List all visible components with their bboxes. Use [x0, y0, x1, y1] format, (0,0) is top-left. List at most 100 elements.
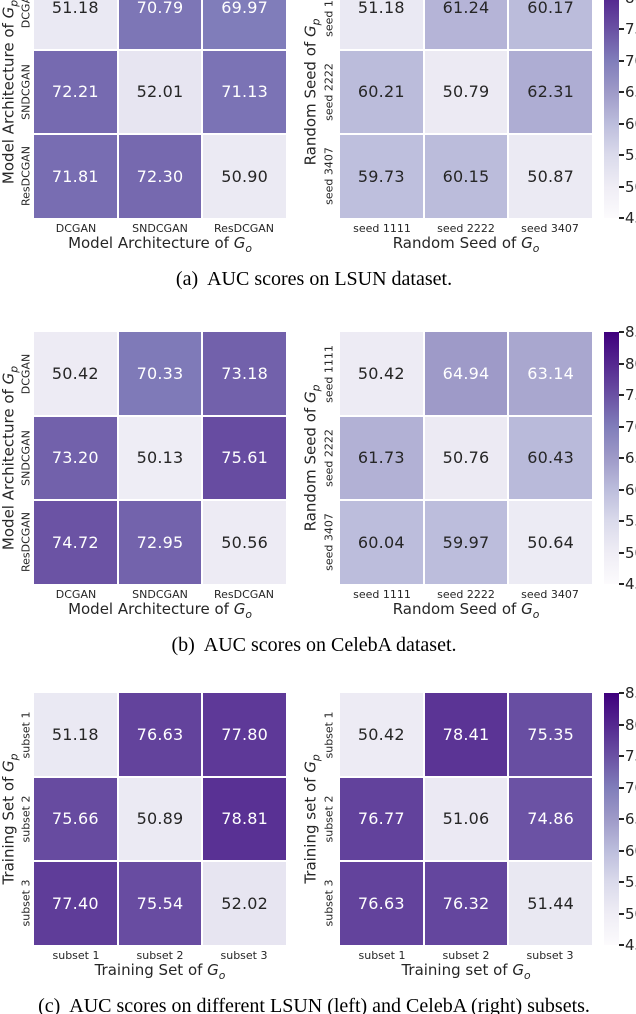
y-tick-label: seed 2222 [322, 63, 336, 121]
heatmap-cell: 78.81 [203, 777, 286, 861]
x-tick-label: SNDCGAN [132, 222, 188, 235]
y-axis-label: Random Seed of Gp [302, 19, 323, 166]
colorbar-tick-mark [619, 944, 624, 946]
colorbar-tick-mark [619, 786, 624, 789]
colorbar-tick-label: 65 [625, 449, 636, 467]
colorbar-tick-label: 45 [625, 936, 636, 954]
section-caption-c: (c) AUC scores on different LSUN (left) a… [0, 995, 628, 1014]
math-var-G: G [521, 600, 533, 618]
colorbar-tick-label: 45 [625, 575, 636, 593]
heatmap-cell: 51.44 [509, 862, 592, 945]
x-tick-label: subset 2 [442, 949, 490, 962]
heatmap-cell: 51.18 [34, 0, 117, 49]
colorbar-tick-label: 80 [625, 715, 636, 734]
heatmap-cell: 74.86 [509, 777, 592, 861]
heatmap-cell: 51.06 [424, 777, 508, 861]
math-subscript: o [245, 608, 252, 621]
caption-label: (a) [175, 268, 199, 290]
x-tick-label: subset 1 [52, 949, 100, 962]
colorbar-tick-label: 80 [625, 0, 636, 7]
caption-text: AUC scores on different LSUN (left) and … [69, 995, 590, 1014]
heatmap-cell: 52.01 [118, 50, 202, 134]
heatmap-cell: 76.77 [340, 777, 423, 861]
y-axis-label-text: Random Seed of [301, 403, 320, 532]
colorbar-tick-mark [619, 723, 624, 726]
math-var-G: G [521, 234, 533, 252]
y-tick-label: subset 1 [19, 711, 33, 759]
heatmap-cell: 74.72 [34, 501, 117, 584]
colorbar-tick-mark [619, 362, 624, 365]
heatmap-a-right: 51.18 61.24 60.17 60.21 50.79 62.31 59.73 60.15… [340, 0, 592, 218]
math-subscript: o [523, 969, 531, 982]
x-tick-label: seed 3407 [521, 588, 579, 601]
heatmap-cell: 50.56 [203, 501, 286, 584]
heatmap-cell: 50.42 [340, 693, 423, 776]
math-subscript: p [7, 0, 21, 7]
heatmap-cell: 51.18 [340, 0, 423, 49]
y-tick-label: subset 3 [322, 879, 336, 927]
colorbar-tick-label: 65 [625, 810, 636, 828]
caption-label: (c) [38, 995, 61, 1014]
y-axis-label-text: Training Set of [0, 771, 18, 885]
colorbar-tick-mark [619, 755, 624, 757]
heatmap-b-left: 50.42 70.33 73.18 73.20 50.13 75.61 74.72 72.95… [34, 332, 286, 584]
colorbar-tick-label: 70 [625, 778, 636, 797]
section-caption-a: (a) AUC scores on LSUN dataset. [0, 268, 628, 291]
heatmap-cell: 71.13 [203, 50, 286, 134]
colorbar-tick-mark [619, 331, 624, 333]
colorbar-tick-mark [619, 59, 624, 62]
y-tick-label: DCGAN [19, 0, 33, 29]
colorbar-tick-label: 55 [625, 873, 636, 891]
y-tick-label: ResDCGAN [19, 145, 33, 207]
colorbar-tick-label: 70 [625, 51, 636, 70]
x-tick-label: subset 3 [220, 949, 268, 962]
colorbar-tick-mark [619, 154, 624, 156]
x-axis-label: Training Set of Go [95, 961, 226, 982]
math-subscript: o [245, 242, 252, 255]
heatmap-cell: 70.79 [118, 0, 202, 49]
caption-label: (b) [171, 634, 195, 656]
heatmap-cell: 72.21 [34, 50, 117, 134]
y-axis-label-text: Model Architecture of [0, 384, 18, 551]
math-var-G: G [207, 961, 219, 979]
x-tick-label: seed 2222 [437, 222, 495, 235]
math-subscript: p [7, 753, 21, 761]
y-axis-label-text: Training set of [301, 772, 320, 884]
colorbar [604, 0, 619, 218]
y-axis-label: Training set of Gp [302, 754, 323, 883]
x-tick-label: ResDCGAN [213, 222, 275, 235]
heatmap-a-left: 51.18 70.79 69.97 72.21 52.01 71.13 71.81 72.30… [34, 0, 286, 218]
colorbar-tick-mark [619, 28, 624, 30]
figure-section-a: 51.18 70.79 69.97 72.21 52.01 71.13 71.81 72.30… [0, 0, 636, 302]
colorbar-tick-label: 85 [625, 684, 636, 702]
y-axis-label-text: Model Architecture of [0, 18, 18, 185]
x-axis-label-text: Training set of [401, 961, 513, 979]
math-subscript: p [7, 365, 21, 373]
math-var-G: G [233, 234, 246, 252]
colorbar-tick-mark [619, 122, 624, 125]
x-tick-label: seed 2222 [437, 588, 495, 601]
x-tick-label: subset 1 [358, 949, 406, 962]
colorbar-tick-label: 55 [625, 146, 636, 164]
math-subscript: o [532, 242, 540, 255]
x-tick-label: SNDCGAN [132, 588, 188, 601]
y-axis-label-text: Random Seed of [301, 37, 320, 166]
heatmap-cell: 50.89 [118, 777, 202, 861]
x-axis-label: Model Architecture of Go [68, 234, 252, 255]
heatmap-cell: 72.95 [118, 501, 202, 584]
colorbar-tick-label: 70 [625, 417, 636, 436]
math-var-G: G [301, 25, 320, 38]
colorbar-tick-label: 80 [625, 354, 636, 373]
math-var-G: G [233, 600, 246, 618]
heatmap-cell: 75.61 [203, 416, 286, 500]
heatmap-cell: 77.80 [203, 693, 286, 776]
colorbar-tick-mark [619, 912, 624, 915]
colorbar-tick-label: 85 [625, 323, 636, 341]
y-tick-label: seed 3407 [322, 513, 336, 571]
caption-text: AUC scores on LSUN dataset. [207, 268, 453, 290]
x-axis-label-text: Training Set of [94, 961, 208, 979]
x-tick-label: DCGAN [55, 222, 97, 235]
math-subscript: p [309, 384, 323, 392]
figure-section-b: 50.42 70.33 73.18 73.20 50.13 75.61 74.72 72.95… [0, 323, 636, 668]
